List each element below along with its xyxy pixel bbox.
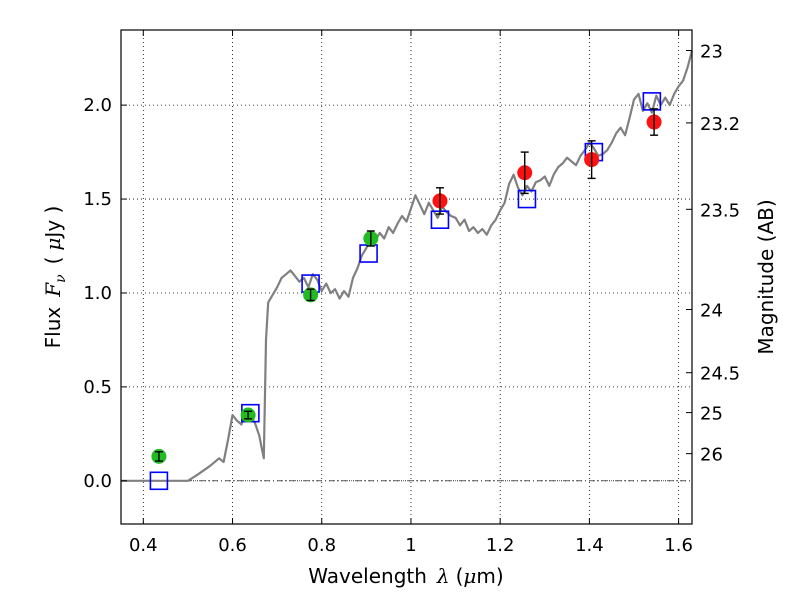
model-photometry-square	[642, 92, 662, 111]
x-tick-label: 0.6	[218, 535, 247, 556]
y-tick-label: 1.5	[83, 189, 112, 210]
y-axis-label: FluxFν(μJy )	[41, 206, 69, 349]
magnitude-tick-label: 25	[700, 404, 723, 425]
x-tick-label: 0.4	[129, 535, 158, 556]
x-tick-label: 0.8	[307, 535, 336, 556]
magnitude-tick-label: 24.5	[700, 364, 740, 385]
y-tick-label: 1.0	[83, 283, 112, 304]
grid	[121, 30, 692, 524]
y-tick-label: 0.5	[83, 377, 112, 398]
magnitude-tick-label: 23	[700, 41, 723, 62]
magnitude-tick-label: 26	[700, 445, 723, 466]
model-spectrum-line	[121, 50, 694, 482]
y-tick-label: 2.0	[83, 95, 112, 116]
x-axis-label: Wavelength λ (μm)	[308, 564, 503, 588]
x-tick-label: 1.2	[486, 535, 515, 556]
x-tick-label: 1.4	[575, 535, 604, 556]
y2-axis-label: Magnitude (AB)	[754, 199, 778, 354]
magnitude-tick-label: 24	[700, 300, 723, 321]
y-tick-label: 0.0	[83, 471, 112, 492]
magnitude-tick-label: 23.2	[700, 114, 740, 135]
data-marks	[149, 92, 662, 491]
magnitude-tick-label: 23.5	[700, 200, 740, 221]
model-photometry-square	[517, 189, 537, 209]
x-tick-label: 1.6	[664, 535, 693, 556]
axis-ticks: 0.4 0.6 0.8 1 1.2 1.4 1.6 0.0 0.5 1.0 1.5 2.0 23 23.2…	[83, 30, 740, 556]
model-photometry-square	[149, 471, 169, 491]
plot-frame	[120, 29, 693, 525]
x-tick-label: 1	[405, 535, 416, 556]
